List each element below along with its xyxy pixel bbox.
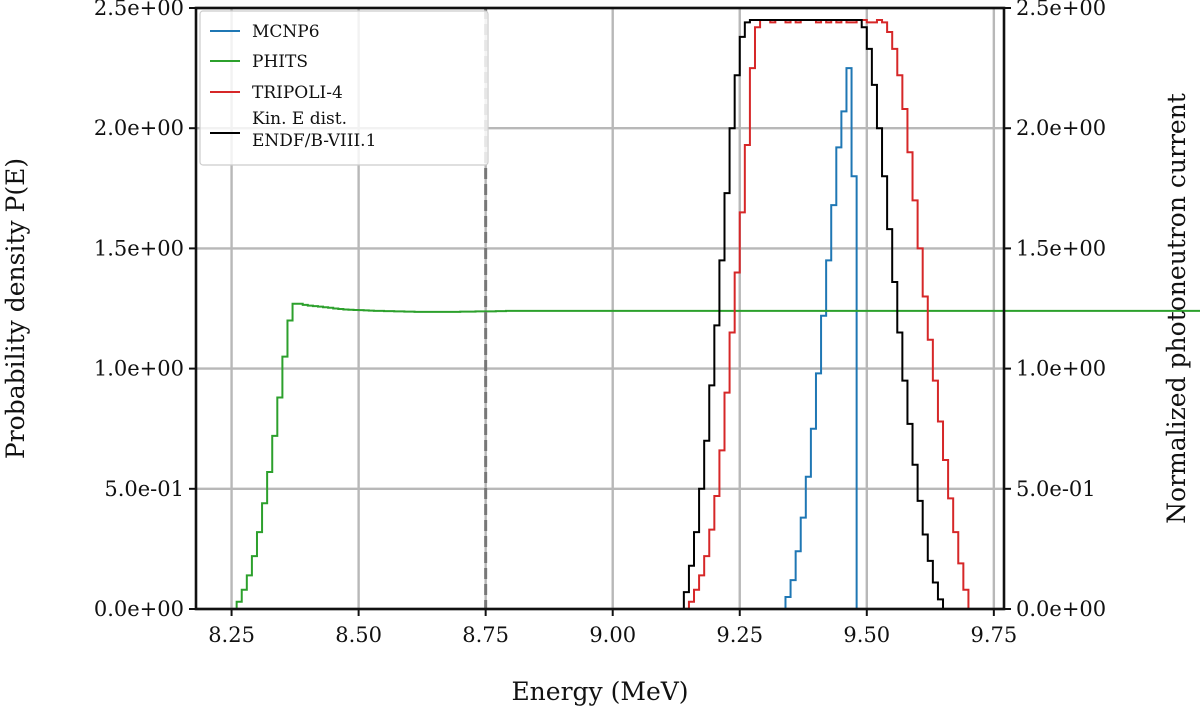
y-tick-label-left-2: 1.0e+00: [94, 357, 184, 381]
x-tick-label-5: 9.50: [843, 623, 890, 647]
x-tick-label-6: 9.75: [970, 623, 1017, 647]
series-line-tripoli-4: [683, 19, 974, 610]
y-tick-label-left-3: 1.5e+00: [94, 236, 184, 260]
y-tick-label-right-4: 2.0e+00: [1016, 116, 1106, 140]
legend-label-phits: PHITS: [252, 52, 308, 72]
x-tick-label-3: 9.00: [589, 623, 636, 647]
axes: 8.25 8.50 8.75 9.00 9.25 9.50 9.750.0e+00 0.0e+…: [94, 0, 1106, 647]
series-line-mcnp6: [780, 67, 862, 610]
plot-frame: [194, 6, 1006, 611]
legend-label-kin-e-dist-endf-b-viii-1-0: Kin. E dist.: [252, 109, 347, 129]
y-tick-label-left-0: 0.0e+00: [94, 597, 184, 621]
legend-label-mcnp6: MCNP6: [252, 22, 320, 42]
legend-label-tripoli-4: TRIPOLI-4: [252, 83, 343, 103]
legend-label-kin-e-dist-endf-b-viii-1-1: ENDF/B-VIII.1: [252, 131, 376, 151]
legend: MCNP6 PHITS TRIPOLI-4 Kin. E dist.ENDF/B-VI…: [199, 10, 489, 166]
y-tick-label-left-5: 2.5e+00: [94, 0, 184, 20]
x-tick-label-0: 8.25: [208, 623, 255, 647]
x-tick-label-2: 8.75: [462, 623, 509, 647]
y-tick-label-left-4: 2.0e+00: [94, 116, 184, 140]
y-tick-label-right-3: 1.5e+00: [1016, 236, 1106, 260]
x-axis-label: Energy (MeV): [511, 677, 688, 706]
y-axis-label-left: Probability density P(E): [1, 158, 30, 459]
y-tick-label-left-1: 5.0e-01: [104, 477, 184, 501]
y-tick-label-right-1: 5.0e-01: [1016, 477, 1096, 501]
series-line-phits: [231, 302, 1200, 610]
legend-box: [199, 10, 489, 166]
y-tick-label-right-0: 0.0e+00: [1016, 597, 1106, 621]
x-tick-label-4: 9.25: [716, 623, 763, 647]
series-line-kin-e-dist-endf-b-viii-1: [678, 19, 949, 610]
y-tick-label-right-5: 2.5e+00: [1016, 0, 1106, 20]
x-tick-label-1: 8.50: [335, 623, 382, 647]
y-tick-label-right-2: 1.0e+00: [1016, 357, 1106, 381]
series-layer: [231, 19, 1200, 610]
y-axis-label-right: Normalized photoneutron current: [1162, 93, 1191, 524]
